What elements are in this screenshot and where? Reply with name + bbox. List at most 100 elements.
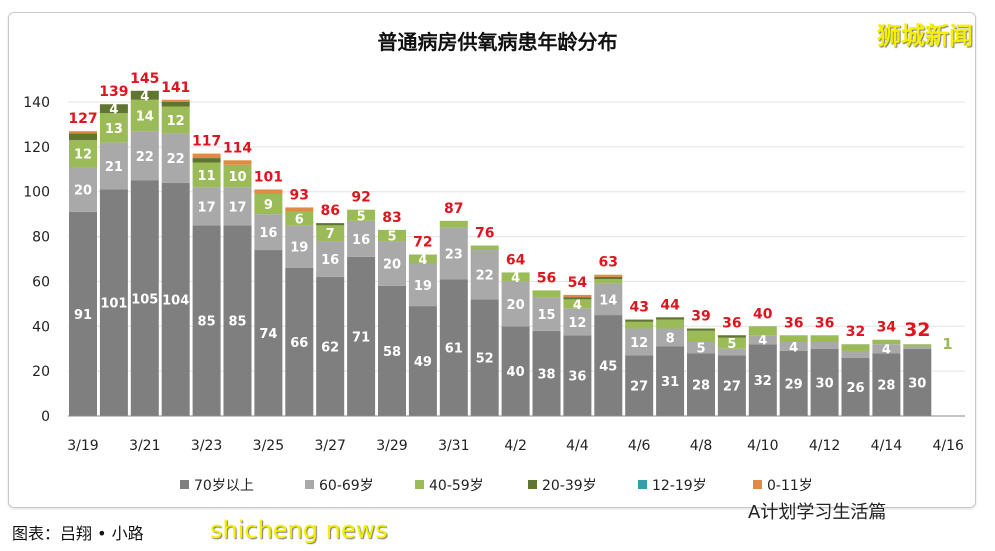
bar-segment-40-59岁 [656,319,685,329]
bar-segment-60-69岁 [625,328,654,356]
bar-segment-20-39岁 [69,133,97,141]
bar-segment-40-59岁 [748,326,777,336]
x-tick-label: 4/2 [504,438,527,454]
total-label: 44 [660,297,680,313]
bar-value-label: 28 [877,379,895,394]
bar-value-label: 5 [727,337,736,352]
bar-value-label: 22 [167,152,185,167]
total-label: 40 [753,306,773,322]
bar-segment-60-69岁 [872,344,901,354]
bar-segment-40-59岁 [501,272,530,282]
total-label: 127 [68,111,97,127]
credit-text: 图表：吕翔 • 小路 [12,524,144,543]
bar-segment-60-69岁 [717,348,746,356]
bar-value-label: 4 [882,343,891,358]
watermark-bottom-right: A计划学习生活篇 [748,502,887,523]
bar-segment-40-59岁 [470,245,499,251]
bar-segment-0-11岁 [563,294,592,298]
bar-value-label: 91 [74,308,92,323]
bar-value-label: 13 [105,122,123,137]
bar-value-label: 14 [136,109,154,124]
bar-segment-40-59岁 [161,106,190,134]
bar-segment-70岁以上 [408,306,437,416]
total-label: 39 [691,309,710,325]
bar-segment-60-69岁 [594,283,623,316]
bar-segment-20-39岁 [656,317,685,320]
total-label: 32 [846,324,865,340]
total-label: 86 [320,203,339,219]
y-tick-label: 80 [32,230,50,246]
bar-segment-70岁以上 [779,350,808,416]
bar-segment-70岁以上 [810,348,839,416]
bar-segment-40-59岁 [285,211,314,226]
total-label: 101 [254,169,283,185]
total-label: 43 [629,300,648,316]
bar-value-label: 5 [387,229,396,244]
bar-segment-40-59岁 [254,193,283,215]
bar-value-label: 11 [198,169,216,184]
bar-segment-20-39岁 [161,102,190,107]
x-tick-label: 4/6 [628,438,651,454]
bar-segment-70岁以上 [748,344,777,416]
bar-value-label: 12 [167,114,185,129]
bar-value-label: 27 [630,380,648,395]
bar-value-label: 9 [264,198,273,213]
bar-segment-70岁以上 [161,182,190,416]
bar-segment-40-59岁 [563,299,592,309]
bar-segment-40-59岁 [779,335,808,342]
bar-segment-70岁以上 [192,225,221,416]
bar-segment-60-69岁 [470,250,499,300]
bar-segment-0-11岁 [223,160,252,165]
bar-segment-20-39岁 [563,297,592,300]
bar-value-label: 5 [696,342,705,357]
bar-segment-20-39岁 [130,90,159,100]
bar-value-label: 58 [383,345,401,360]
total-label: 141 [161,80,190,96]
legend-swatch [180,480,189,489]
total-label: 83 [382,210,401,226]
bar-value-label: 85 [228,315,246,330]
bar-segment-20-39岁 [717,335,746,338]
legend-label: 0-11岁 [767,478,813,494]
bar-value-label: 74 [259,327,277,342]
y-tick-label: 60 [32,274,50,290]
y-tick-label: 100 [23,185,50,201]
bar-segment-0-11岁 [285,207,314,212]
bar-segment-70岁以上 [687,353,715,416]
bar-segment-70岁以上 [841,357,870,416]
bar-value-label: 20 [507,298,525,313]
bar-segment-70岁以上 [130,180,159,416]
bar-value-label: 5 [357,209,366,224]
bar-value-label: 15 [537,308,555,323]
bar-value-label: 16 [321,253,339,268]
watermark-top-right: 狮城新闻 [877,22,973,50]
bar-segment-70岁以上 [285,267,314,416]
bar-segment-70岁以上 [439,279,468,416]
bar-value-label: 45 [599,360,617,375]
bar-segment-70岁以上 [625,355,654,416]
x-tick-label: 3/27 [314,438,345,454]
bar-segment-40-59岁 [347,209,376,221]
total-label: 139 [99,84,128,100]
x-tick-label: 3/21 [129,438,160,454]
bar-segment-60-69岁 [316,241,345,277]
bar-value-label: 10 [228,170,246,185]
bar-value-label: 19 [414,279,432,294]
bar-segment-0-11岁 [254,189,283,194]
total-label: 32 [904,319,930,341]
bar-segment-40-59岁 [594,279,623,284]
bar-segment-60-69岁 [841,350,870,358]
bar-segment-70岁以上 [254,250,283,416]
bar-segment-70岁以上 [872,353,901,416]
x-tick-label: 4/8 [690,438,713,454]
bar-value-label: 8 [666,332,675,347]
bar-segment-40-59岁 [223,164,252,188]
bar-segment-40-59岁 [532,290,561,298]
bar-segment-20-39岁 [625,319,654,322]
bar-segment-40-59岁 [717,337,746,349]
x-tick-label: 3/29 [376,438,407,454]
total-label: 56 [537,270,556,286]
side-value-label: 1 [942,335,952,353]
y-tick-label: 120 [23,140,50,156]
